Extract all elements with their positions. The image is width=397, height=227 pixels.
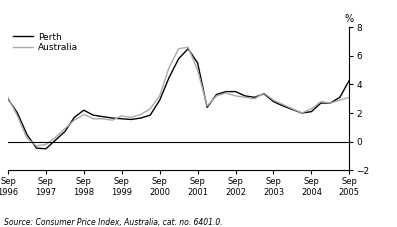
- Text: Source: Consumer Price Index, Australia, cat. no. 6401.0.: Source: Consumer Price Index, Australia,…: [4, 218, 223, 227]
- Legend: Perth, Australia: Perth, Australia: [12, 32, 79, 53]
- Text: %: %: [345, 14, 354, 24]
